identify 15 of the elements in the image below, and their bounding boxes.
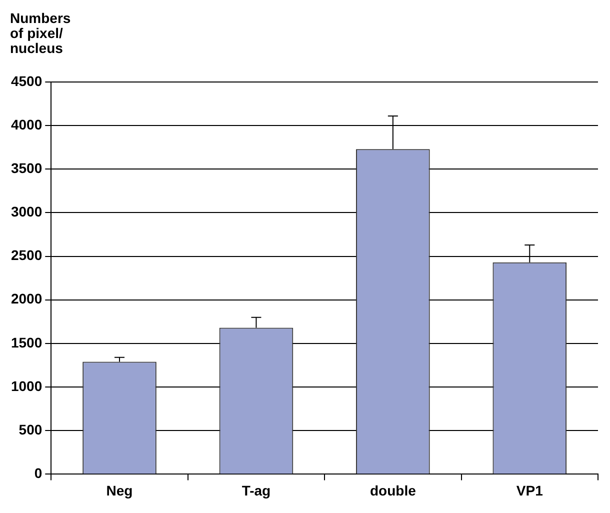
y-tick-label: 2000 — [10, 290, 42, 307]
x-tick-label: T-ag — [242, 482, 271, 498]
y-tick-label: 1500 — [10, 334, 42, 350]
y-axis-title: Numbers of pixel/ nucleus — [10, 10, 71, 56]
x-tick-label: Neg — [106, 482, 133, 498]
x-tick-label: VP1 — [516, 482, 544, 498]
y-tick-label: 2500 — [10, 247, 42, 264]
y-tick-label: 4500 — [10, 72, 42, 89]
y-tick-label: 4000 — [10, 116, 42, 132]
y-tick-label: 3500 — [10, 160, 42, 176]
y-tick-label: 500 — [18, 421, 42, 438]
x-tick-label: double — [370, 482, 416, 498]
y-tick-label: 1000 — [10, 378, 42, 394]
y-tick-label: 3000 — [10, 204, 42, 220]
y-tick-label: 0 — [34, 465, 42, 482]
